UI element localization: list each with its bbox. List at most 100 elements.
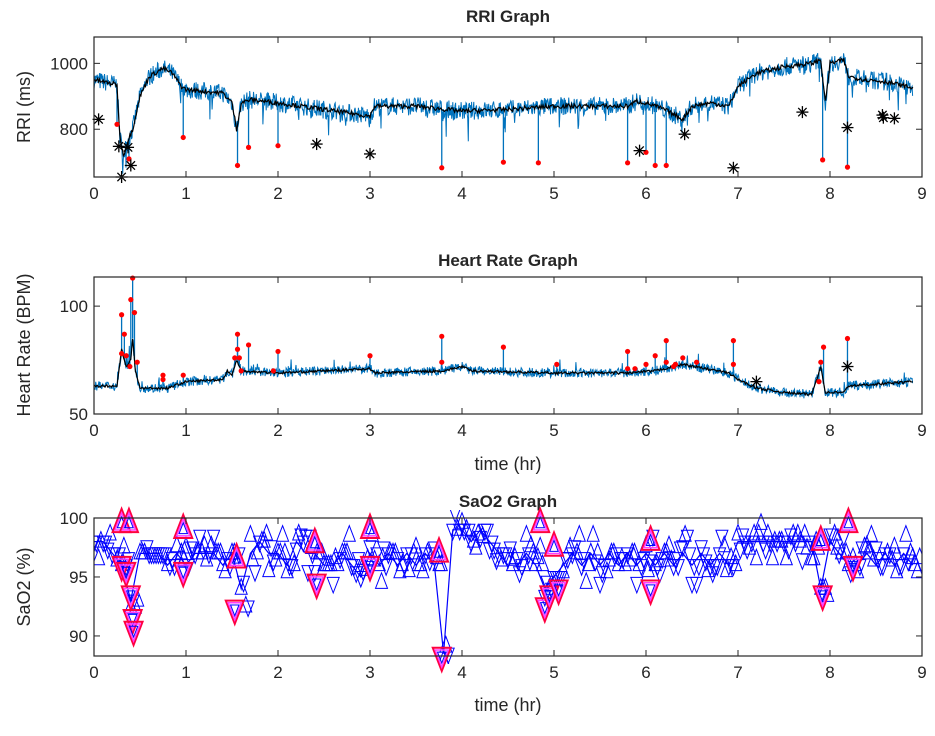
sao2-marker (446, 523, 460, 542)
sao2-desat-marker-core (544, 590, 555, 604)
sao2-marker (264, 540, 278, 558)
hr-xtick-label: 4 (457, 421, 466, 440)
hr-event-point (680, 355, 686, 361)
sao2-marker (740, 542, 754, 561)
sao2-marker (590, 541, 605, 560)
hr-event-point (119, 350, 125, 357)
sao2-marker (521, 547, 536, 565)
rri-asterisk-marker-stroke (889, 113, 900, 124)
sao2-marker (515, 559, 529, 577)
sao2-marker (179, 536, 193, 554)
sao2-rise-marker-core (309, 535, 320, 549)
hr-event-point (232, 355, 238, 361)
sao2-marker (726, 559, 741, 577)
rri-plot: 0 1 2 3 4 5 6 7 8 9 800 1000 (50, 36, 927, 203)
sao2-marker (749, 547, 764, 566)
sao2-desat-marker-core (848, 560, 858, 574)
hr-event-point (367, 353, 373, 359)
rri-asterisk-marker-stroke (679, 129, 690, 139)
sao2-desat-marker-core (128, 625, 139, 639)
sao2-marker (682, 547, 697, 565)
sao2-marker (864, 524, 879, 542)
sao2-desat-marker-inner (123, 587, 139, 608)
sao2-rise-marker (543, 529, 565, 557)
sao2-desat-marker-inner (845, 558, 861, 579)
sao2-marker (630, 576, 644, 595)
hr-axes-box (93, 276, 923, 415)
sao2-marker (94, 547, 106, 566)
rri-xtick-label: 7 (733, 184, 742, 203)
sao2-marker (579, 571, 593, 589)
hr-event-point (844, 335, 851, 342)
sao2-marker (572, 524, 587, 542)
hr-xlabel: time (hr) (475, 454, 542, 474)
sao2-xtick-label: 3 (365, 663, 374, 682)
sao2-rise-marker (640, 523, 662, 551)
hr-ytick-label: 100 (60, 297, 88, 316)
sao2-marker (170, 534, 184, 553)
hr-event-point (238, 368, 244, 374)
sao2-marker (600, 560, 614, 579)
rri-asterisk-marker-stroke (123, 142, 133, 153)
rri-title: RRI Graph (466, 7, 550, 26)
sao2-ytick-label: 100 (60, 509, 88, 528)
sao2-marker (326, 576, 340, 595)
rri-event-point (439, 165, 445, 171)
sao2-desat-marker-inner (434, 649, 450, 670)
sao2-desat-marker-core (127, 613, 138, 627)
hr-xtick-label: 0 (89, 421, 98, 440)
hr-xtick-label: 3 (365, 421, 374, 440)
sao2-ytick-label: 95 (69, 568, 88, 587)
sao2-marker (241, 600, 255, 618)
sao2-rise-marker-inner (362, 516, 378, 537)
rri-asterisk-marker (310, 138, 323, 151)
sao2-marker (883, 547, 897, 565)
rri-event-point (500, 159, 506, 165)
sao2-marker (857, 536, 872, 554)
rri-asterisk-marker-stroke (878, 113, 889, 123)
hr-event-point (275, 348, 281, 355)
sao2-marker (701, 559, 715, 578)
sao2-ytick-label: 90 (69, 627, 88, 646)
rri-xtick-label: 1 (181, 184, 190, 203)
sao2-marker (570, 541, 584, 560)
sao2-marker (910, 560, 922, 579)
sao2-rise-marker (428, 535, 450, 563)
sao2-rise-marker-core (549, 539, 559, 552)
sao2-xtick-label: 1 (181, 663, 190, 682)
sao2-marker (449, 510, 461, 524)
rri-xtick-label: 2 (273, 184, 282, 203)
sao2-marker (374, 571, 389, 589)
sao2-desat-marker-inner (541, 587, 558, 608)
sao2-marker (462, 523, 476, 542)
sao2-marker (234, 577, 248, 595)
sao2-rise-marker-core (815, 533, 826, 546)
hr-asterisk-marker (750, 375, 763, 388)
hr-asterisk-marker-stroke (751, 376, 762, 387)
sao2-rise-marker-inner (840, 510, 857, 531)
rri-asterisk-marker (112, 140, 125, 153)
hr-event-point (121, 331, 127, 337)
rri-event-point (114, 121, 120, 127)
sao2-desat-marker (812, 585, 834, 613)
sao2-marker (728, 553, 743, 572)
hr-data (94, 275, 914, 399)
sao2-marker (473, 530, 488, 549)
sao2-marker (896, 547, 911, 565)
sao2-marker (535, 553, 550, 572)
rri-event-point (535, 160, 541, 166)
sao2-marker (866, 549, 881, 567)
sao2-xtick-label: 8 (825, 663, 834, 682)
hr-event-point (818, 359, 824, 365)
sao2-desat-marker-inner (308, 576, 325, 596)
sao2-xtick-label: 6 (641, 663, 650, 682)
sao2-marker (731, 523, 745, 541)
sao2-rise-marker-core (535, 515, 546, 529)
sao2-marker (556, 560, 570, 579)
sao2-xlabel: time (hr) (475, 695, 542, 715)
rri-event-point (663, 162, 669, 169)
sao2-marker (554, 570, 568, 589)
sao2-desat-marker (538, 585, 560, 613)
sao2-marker (717, 534, 731, 553)
